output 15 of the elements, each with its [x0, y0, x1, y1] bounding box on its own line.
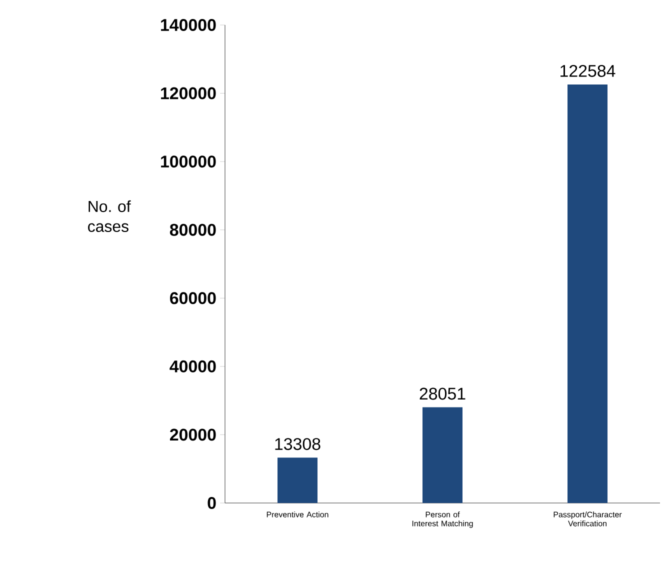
data-label: 13308	[275, 438, 320, 450]
data-label: 122584	[560, 64, 616, 77]
y-tick-label: 20000	[170, 428, 216, 441]
bar	[278, 458, 318, 503]
bar	[568, 84, 608, 503]
y-tick-label: 140000	[161, 18, 216, 31]
y-tick-label: 60000	[170, 292, 216, 304]
y-tick-label: 120000	[161, 87, 216, 100]
data-label: 28051	[420, 388, 466, 400]
y-tick-label: 100000	[161, 156, 216, 168]
y-tick-label: 0	[208, 497, 216, 509]
y-tick-label: 80000	[170, 224, 216, 236]
bar	[422, 407, 463, 503]
y-axis-title: No. of cases	[88, 200, 131, 232]
y-tick-label: 40000	[170, 360, 216, 372]
